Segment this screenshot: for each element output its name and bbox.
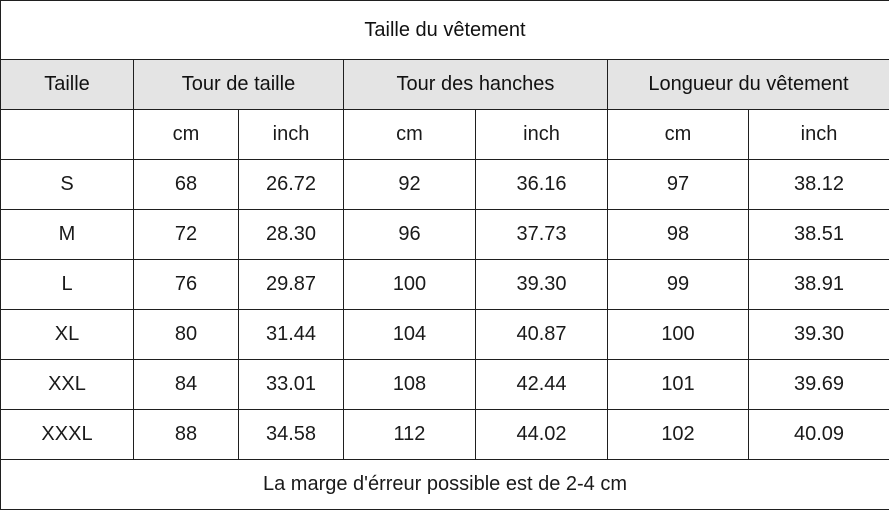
header-row: Taille Tour de taille Tour des hanches L…	[1, 60, 889, 110]
hips-cm-cell: 92	[344, 160, 476, 210]
length-cm-cell: 101	[608, 360, 749, 410]
waist-inch-cell: 34.58	[239, 410, 344, 460]
header-hips: Tour des hanches	[344, 60, 608, 110]
size-cell: XL	[1, 310, 134, 360]
length-cm-cell: 102	[608, 410, 749, 460]
size-cell: XXL	[1, 360, 134, 410]
hips-inch-cell: 37.73	[476, 210, 608, 260]
waist-cm-cell: 84	[134, 360, 239, 410]
hips-inch-cell: 44.02	[476, 410, 608, 460]
table-row: XXL 84 33.01 108 42.44 101 39.69	[1, 360, 889, 410]
unit-length-cm: cm	[608, 110, 749, 160]
table-row: XXXL 88 34.58 112 44.02 102 40.09	[1, 410, 889, 460]
length-cm-cell: 97	[608, 160, 749, 210]
waist-inch-cell: 33.01	[239, 360, 344, 410]
title-row: Taille du vêtement	[1, 1, 889, 60]
length-cm-cell: 99	[608, 260, 749, 310]
hips-inch-cell: 39.30	[476, 260, 608, 310]
waist-cm-cell: 68	[134, 160, 239, 210]
hips-inch-cell: 40.87	[476, 310, 608, 360]
length-cm-cell: 100	[608, 310, 749, 360]
unit-row: cm inch cm inch cm inch	[1, 110, 889, 160]
header-length: Longueur du vêtement	[608, 60, 889, 110]
unit-waist-inch: inch	[239, 110, 344, 160]
table-row: L 76 29.87 100 39.30 99 38.91	[1, 260, 889, 310]
footer-row: La marge d'érreur possible est de 2-4 cm	[1, 460, 889, 510]
length-cm-cell: 98	[608, 210, 749, 260]
waist-inch-cell: 26.72	[239, 160, 344, 210]
table-row: M 72 28.30 96 37.73 98 38.51	[1, 210, 889, 260]
header-waist: Tour de taille	[134, 60, 344, 110]
waist-cm-cell: 80	[134, 310, 239, 360]
hips-cm-cell: 112	[344, 410, 476, 460]
hips-inch-cell: 42.44	[476, 360, 608, 410]
length-inch-cell: 38.91	[749, 260, 889, 310]
unit-size	[1, 110, 134, 160]
hips-inch-cell: 36.16	[476, 160, 608, 210]
tolerance-note: La marge d'érreur possible est de 2-4 cm	[1, 460, 889, 510]
table-row: XL 80 31.44 104 40.87 100 39.30	[1, 310, 889, 360]
waist-inch-cell: 28.30	[239, 210, 344, 260]
hips-cm-cell: 100	[344, 260, 476, 310]
length-inch-cell: 39.30	[749, 310, 889, 360]
unit-length-inch: inch	[749, 110, 889, 160]
size-cell: S	[1, 160, 134, 210]
unit-waist-cm: cm	[134, 110, 239, 160]
waist-inch-cell: 31.44	[239, 310, 344, 360]
header-size: Taille	[1, 60, 134, 110]
length-inch-cell: 39.69	[749, 360, 889, 410]
waist-inch-cell: 29.87	[239, 260, 344, 310]
hips-cm-cell: 104	[344, 310, 476, 360]
size-cell: XXXL	[1, 410, 134, 460]
unit-hips-inch: inch	[476, 110, 608, 160]
hips-cm-cell: 96	[344, 210, 476, 260]
length-inch-cell: 38.12	[749, 160, 889, 210]
size-cell: M	[1, 210, 134, 260]
size-cell: L	[1, 260, 134, 310]
length-inch-cell: 40.09	[749, 410, 889, 460]
table-title: Taille du vêtement	[1, 1, 889, 60]
waist-cm-cell: 88	[134, 410, 239, 460]
length-inch-cell: 38.51	[749, 210, 889, 260]
waist-cm-cell: 72	[134, 210, 239, 260]
unit-hips-cm: cm	[344, 110, 476, 160]
hips-cm-cell: 108	[344, 360, 476, 410]
waist-cm-cell: 76	[134, 260, 239, 310]
table-row: S 68 26.72 92 36.16 97 38.12	[1, 160, 889, 210]
